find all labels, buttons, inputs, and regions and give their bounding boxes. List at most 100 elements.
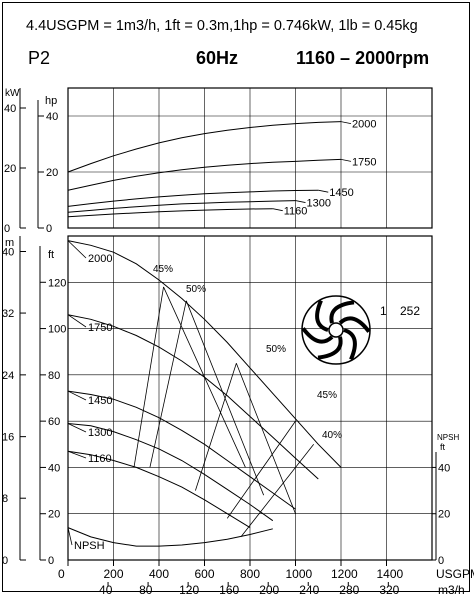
- power-right-units: hp: [45, 95, 57, 107]
- m3h-tick-label: 40: [99, 583, 113, 597]
- usgpm-tick-label: 400: [149, 567, 169, 581]
- power-right-tick-label: 20: [46, 167, 58, 179]
- head-left-tick-label: 40: [2, 247, 14, 259]
- power-curve-label-1300: 1300: [307, 198, 331, 210]
- head-curve-label-2000: 2000: [88, 253, 112, 265]
- impeller-vane: [315, 299, 329, 332]
- head-left-tick-label: 16: [2, 432, 14, 444]
- power-curve-1300: [67, 200, 296, 213]
- head-curve-leader: [67, 423, 87, 433]
- head-curve-label-NPSH: NPSH: [74, 540, 105, 552]
- m3h-tick-label: 120: [179, 583, 199, 597]
- impeller-label-b: 252: [400, 304, 420, 318]
- head-right-tick-label: 100: [48, 324, 66, 336]
- usgpm-tick-label: 200: [104, 567, 124, 581]
- head-left-tick-label: 0: [2, 555, 8, 567]
- usgpm-tick-label: 1400: [377, 567, 404, 581]
- efficiency-line: [149, 300, 187, 468]
- power-left-tick-label: 0: [4, 223, 10, 235]
- head-right-tick-label: 120: [48, 277, 66, 289]
- power-curve-1750: [67, 158, 342, 191]
- efficiency-label: 50%: [266, 344, 286, 355]
- head-curve-leader: [67, 240, 87, 259]
- power-curve-2000: [67, 121, 342, 173]
- power-left-units: kW: [5, 88, 20, 99]
- impeller-label-a: 1: [380, 304, 387, 318]
- head-curve-leader: [67, 450, 87, 459]
- m3h-tick-label: 320: [379, 583, 399, 597]
- power-left-tick-label: 20: [4, 163, 16, 175]
- usgpm-tick-label: 0: [58, 567, 65, 581]
- head-curve-label-1300: 1300: [88, 427, 112, 439]
- efficiency-line: [195, 363, 237, 491]
- power-curve-label-2000: 2000: [352, 119, 376, 131]
- head-left-tick-label: 32: [2, 308, 14, 320]
- m3h-tick-label: 200: [259, 583, 279, 597]
- speed-range-label: 1160 – 2000rpm: [296, 48, 430, 68]
- npsh-axis-units: ft: [440, 442, 446, 452]
- power-curve-leader: [318, 189, 329, 193]
- impeller-vane: [343, 328, 357, 361]
- usgpm-tick-label: 1000: [286, 567, 313, 581]
- head-left-tick-label: 24: [2, 370, 14, 382]
- impeller-vane: [301, 327, 334, 344]
- impeller-hub: [328, 322, 344, 338]
- efficiency-line: [226, 420, 296, 519]
- efficiency-line: [235, 363, 296, 514]
- m3h-tick-label: 240: [299, 583, 319, 597]
- efficiency-label: 40%: [322, 430, 342, 441]
- head-curve-leader: [67, 390, 87, 401]
- conversion-note: 4.4USGPM = 1m3/h, 1ft = 0.3m,1hp = 0.746…: [26, 18, 418, 34]
- head-curve-NPSH: [67, 527, 273, 547]
- efficiency-label: 45%: [317, 390, 337, 401]
- impeller-vane: [329, 300, 355, 324]
- head-curve-1300: [67, 423, 274, 522]
- head-curve-2000: [67, 240, 342, 468]
- head-left-tick-label: 8: [2, 493, 8, 505]
- power-curve-leader: [340, 159, 352, 162]
- power-curve-1450: [67, 189, 319, 207]
- usgpm-tick-label: 1200: [331, 567, 358, 581]
- head-curve-1750: [67, 314, 319, 480]
- power-curve-leader: [340, 121, 352, 124]
- efficiency-label: 50%: [186, 284, 206, 295]
- power-curve-1160: [67, 208, 273, 218]
- efficiency-label: 45%: [153, 264, 173, 275]
- usgpm-tick-label: 800: [240, 567, 260, 581]
- power-curve-label-1750: 1750: [352, 156, 376, 168]
- head-curve-1160: [67, 450, 251, 529]
- m3h-axis-label: m3/h: [438, 583, 465, 597]
- head-right-tick-label: 0: [48, 555, 54, 567]
- power-curve-leader: [295, 200, 306, 203]
- head-left-units: m: [5, 237, 14, 249]
- model-label: P2: [28, 48, 51, 68]
- head-curve-1450: [67, 390, 296, 510]
- impeller-vane: [338, 316, 371, 333]
- head-right-tick-label: 60: [48, 416, 60, 428]
- head-right-tick-label: 80: [48, 370, 60, 382]
- head-right-tick-label: 40: [48, 462, 60, 474]
- power-curve-label-1450: 1450: [329, 187, 353, 199]
- frequency-label: 60Hz: [196, 48, 239, 68]
- usgpm-axis-label: USGPM: [436, 567, 474, 581]
- m3h-tick-label: 280: [339, 583, 359, 597]
- power-right-tick-label: 0: [46, 223, 52, 235]
- power-curve-leader: [272, 208, 283, 212]
- efficiency-line: [133, 286, 164, 468]
- npsh-tick-label: 0: [438, 555, 444, 567]
- usgpm-tick-label: 600: [195, 567, 215, 581]
- npsh-tick-label: 40: [438, 462, 450, 474]
- power-right-tick-label: 40: [46, 111, 58, 123]
- head-curve-label-1450: 1450: [88, 395, 112, 407]
- head-right-tick-label: 20: [48, 509, 60, 521]
- npsh-axis-title: NPSH: [437, 433, 459, 442]
- head-curve-leader: [67, 314, 87, 328]
- m3h-tick-label: 160: [219, 583, 239, 597]
- npsh-tick-label: 20: [438, 509, 450, 521]
- head-curve-label-1160: 1160: [88, 453, 112, 465]
- power-curve-label-1160: 1160: [284, 206, 308, 218]
- head-curve-leader: [67, 527, 73, 546]
- header-frame: [2, 2, 470, 592]
